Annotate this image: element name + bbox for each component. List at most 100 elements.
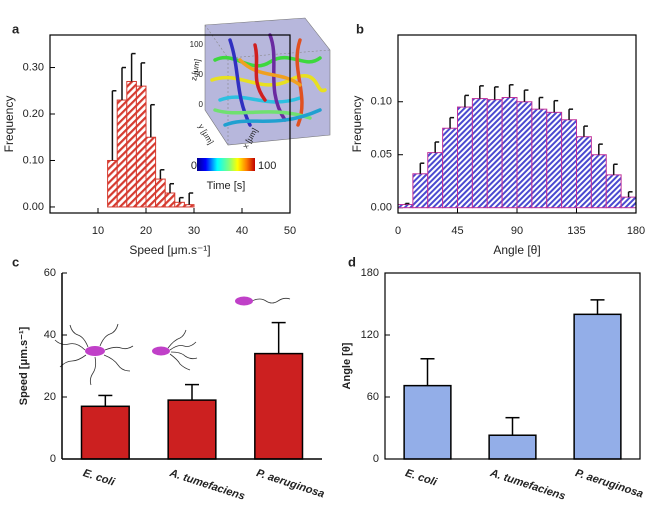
colorbar-min: 0 xyxy=(191,160,197,172)
bar xyxy=(442,127,458,209)
bar xyxy=(116,99,128,208)
bar xyxy=(126,80,137,208)
bar xyxy=(155,178,166,208)
error-bar xyxy=(111,90,117,161)
x-tick-label: P. aeruginosa xyxy=(255,467,326,500)
inset-3d xyxy=(204,17,331,146)
y-axis-label: Frequency xyxy=(2,96,16,153)
plot-frame xyxy=(49,34,291,214)
inset-y-label: y [μm] xyxy=(196,123,215,147)
y-tick-label: 0.10 xyxy=(371,96,392,108)
y-axis-label: Frequency xyxy=(350,96,364,153)
bar xyxy=(457,106,473,209)
y-tick-label: 0.05 xyxy=(371,149,392,161)
bar xyxy=(576,136,592,209)
x-tick-label: E. coli xyxy=(82,467,117,489)
bacterium xyxy=(235,296,253,306)
x-tick-label: 135 xyxy=(567,225,585,237)
x-tick-label: 0 xyxy=(395,225,401,237)
y-tick-label: 0.10 xyxy=(23,154,44,166)
x-tick-label: 10 xyxy=(92,225,104,237)
error-bar xyxy=(271,321,286,354)
error-bar xyxy=(130,52,136,82)
y-tick-label: 40 xyxy=(44,329,56,341)
error-bar xyxy=(538,96,544,110)
plot-frame xyxy=(384,272,641,460)
error-bar xyxy=(420,358,435,386)
error-bar xyxy=(150,103,155,138)
error-bar xyxy=(121,66,126,101)
error-bar xyxy=(434,141,440,153)
bar xyxy=(516,101,533,209)
x-tick-label: 180 xyxy=(627,225,645,237)
error-bar xyxy=(508,84,514,98)
y-tick-label: 20 xyxy=(44,391,56,403)
error-bar xyxy=(404,202,410,205)
y-tick-label: 0 xyxy=(50,453,56,465)
bar xyxy=(590,154,607,209)
y-tick-label: 0.00 xyxy=(371,202,392,214)
bar xyxy=(397,204,414,209)
x-tick-label: A. tumefaciens xyxy=(488,467,567,503)
x-tick-label: P. aeruginosa xyxy=(574,467,645,500)
error-bar xyxy=(598,143,603,155)
bar xyxy=(573,313,622,460)
bar xyxy=(254,352,304,460)
y-tick-label: 60 xyxy=(367,391,379,403)
bar xyxy=(546,111,563,209)
bar xyxy=(412,173,429,209)
panel-label: b xyxy=(356,21,364,36)
bar xyxy=(501,97,518,209)
panel-label: a xyxy=(12,21,20,36)
bacteria-icons xyxy=(54,297,291,386)
bar xyxy=(605,174,622,209)
bar xyxy=(167,399,217,460)
x-tick-label: A. tumefaciens xyxy=(167,467,246,503)
bar xyxy=(164,192,176,208)
error-bar xyxy=(479,85,484,99)
x-tick-label: 40 xyxy=(236,225,248,237)
inset-z-tick: 0 xyxy=(199,100,204,109)
y-tick-label: 0.20 xyxy=(23,108,44,120)
bar xyxy=(488,434,537,460)
error-bar xyxy=(98,394,113,407)
error-bar xyxy=(419,162,425,174)
bar xyxy=(80,405,130,460)
colorbar-max: 100 xyxy=(258,160,276,172)
bacterium xyxy=(85,346,105,356)
inset-z-tick: 50 xyxy=(194,70,203,79)
bar xyxy=(107,159,118,208)
error-bar xyxy=(169,182,174,194)
inset-z-tick: 100 xyxy=(190,40,204,49)
x-axis-label: Angle [θ] xyxy=(493,243,540,257)
y-tick-label: 60 xyxy=(44,267,56,279)
y-tick-label: 180 xyxy=(361,267,379,279)
x-tick-label: 50 xyxy=(284,225,296,237)
error-bar xyxy=(627,191,633,198)
error-bar xyxy=(553,99,559,113)
y-tick-label: 120 xyxy=(361,329,379,341)
y-axis-label: Angle [θ] xyxy=(341,342,353,389)
bar xyxy=(486,99,503,209)
error-bar xyxy=(140,62,146,87)
x-tick-label: 90 xyxy=(511,225,523,237)
x-tick-label: E. coli xyxy=(404,467,439,489)
bar xyxy=(183,204,195,208)
bar xyxy=(145,136,157,208)
bar xyxy=(427,152,444,209)
error-bar xyxy=(493,86,499,100)
bar xyxy=(531,108,548,209)
bar xyxy=(403,384,452,460)
error-bar xyxy=(449,116,455,129)
bar xyxy=(174,201,185,208)
y-tick-label: 0.30 xyxy=(23,61,44,73)
colorbar-label: Time [s] xyxy=(207,180,246,192)
bar xyxy=(471,98,488,209)
colorbar xyxy=(197,158,255,171)
error-bar xyxy=(464,94,469,108)
error-bar xyxy=(178,196,184,203)
bar xyxy=(620,196,637,209)
panel-label: c xyxy=(12,254,19,269)
y-tick-label: 0 xyxy=(373,453,379,465)
